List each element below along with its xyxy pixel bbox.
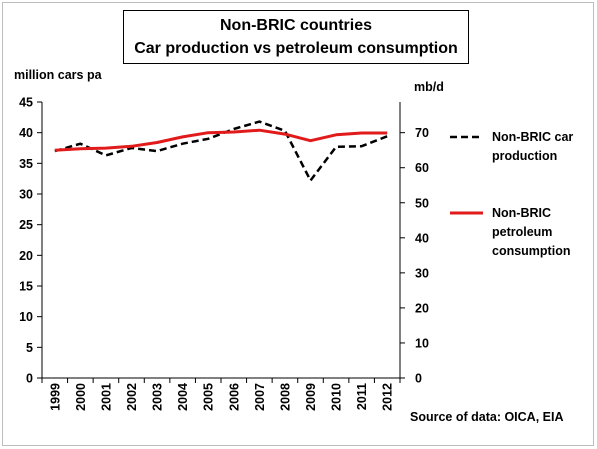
x-tick-label: 2001: [99, 383, 113, 411]
x-tick-label: 2008: [278, 383, 292, 411]
legend-label-petroleum-consumption: consumption: [492, 244, 570, 258]
chart-title-line-2: Car production vs petroleum consumption: [134, 40, 458, 57]
right-tick-label: 50: [415, 196, 429, 210]
right-tick-label: 40: [415, 231, 429, 245]
x-tick-label: 1999: [48, 383, 62, 411]
right-tick-label: 30: [415, 266, 429, 280]
left-tick-label: 45: [19, 96, 33, 110]
x-tick-label: 2006: [227, 383, 241, 411]
right-tick-label: 20: [415, 301, 429, 315]
left-tick-label: 20: [19, 249, 33, 263]
chart-title-line-1: Non-BRIC countries: [220, 17, 372, 34]
left-tick-label: 25: [19, 218, 33, 232]
chart-title: Non-BRIC countries Car production vs pet…: [123, 10, 469, 64]
source-note: Source of data: OICA, EIA: [410, 410, 564, 424]
left-tick-label: 0: [26, 372, 33, 386]
right-tick-label: 60: [415, 161, 429, 175]
legend-label-car-production: production: [492, 149, 557, 163]
right-tick-label: 0: [415, 372, 422, 386]
x-tick-label: 2012: [381, 383, 395, 411]
left-tick-label: 30: [19, 188, 33, 202]
legend-label-car-production: Non-BRIC car: [492, 130, 573, 144]
left-tick-label: 5: [26, 341, 33, 355]
x-tick-label: 2005: [202, 383, 216, 411]
x-tick-label: 2000: [74, 383, 88, 411]
left-axis-label: million cars pa: [14, 68, 102, 82]
petroleum-consumption-line: [54, 128, 388, 152]
legend-label-petroleum-consumption: Non-BRIC: [492, 206, 551, 220]
x-tick-label: 2007: [253, 383, 267, 411]
left-tick-label: 15: [19, 280, 33, 294]
left-tick-label: 40: [19, 126, 33, 140]
legend-label-petroleum-consumption: petroleum: [492, 225, 552, 239]
x-tick-label: 2002: [125, 383, 139, 411]
right-tick-label: 70: [415, 126, 429, 140]
car-production-line: [54, 120, 388, 182]
x-tick-label: 2011: [355, 383, 369, 410]
right-tick-label: 10: [415, 336, 429, 350]
left-tick-label: 10: [19, 310, 33, 324]
x-tick-label: 2009: [304, 383, 318, 411]
right-axis-label: mb/d: [414, 80, 444, 94]
x-tick-label: 2003: [151, 383, 165, 411]
left-tick-label: 35: [19, 157, 33, 171]
x-tick-label: 2004: [176, 383, 190, 411]
x-tick-label: 2010: [330, 383, 344, 411]
